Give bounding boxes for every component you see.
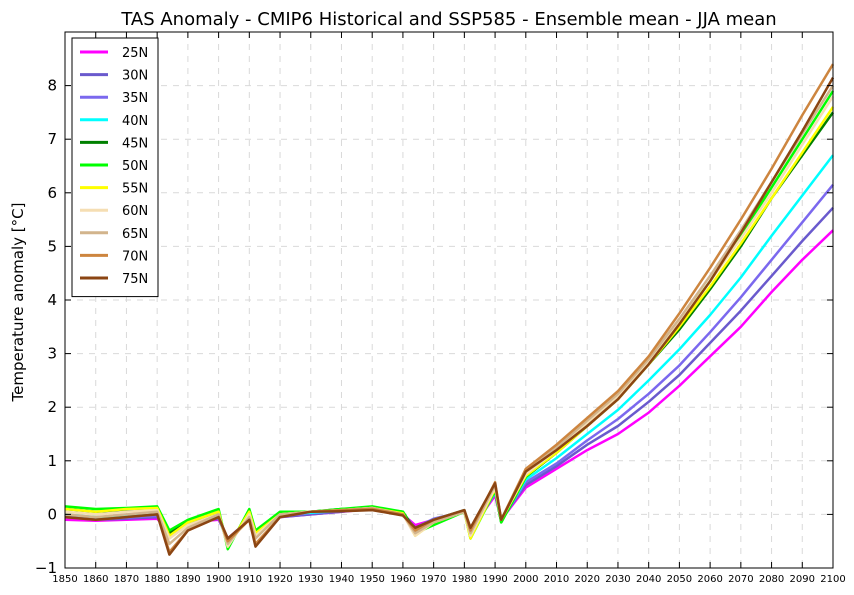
x-tick-label: 2080 <box>759 574 784 585</box>
y-tick-label: 4 <box>47 291 57 309</box>
x-tick-label: 2070 <box>728 574 753 585</box>
x-tick-label: 1950 <box>359 574 384 585</box>
legend: 25N 30N 35N 40N 45N 50N 55N 60N 65N 70N 75N <box>71 37 159 298</box>
x-tick-label: 1900 <box>206 574 231 585</box>
series-line-75N <box>64 76 835 556</box>
x-tick-label: 1990 <box>482 574 507 585</box>
x-tick-label: 1880 <box>144 574 169 585</box>
legend-label-35N: 35N <box>122 91 148 106</box>
y-tick-label: 1 <box>47 452 57 470</box>
y-tick-label: 8 <box>47 77 57 95</box>
legend-label-70N: 70N <box>122 249 148 264</box>
axis-ticks: −1 0 1 2 3 4 5 6 7 8 1850 1860 1870 1880 1890 1900 1910 1… <box>35 32 846 585</box>
x-tick-label: 2030 <box>605 574 630 585</box>
x-tick-label: 1960 <box>390 574 415 585</box>
y-tick-label: 2 <box>47 398 57 416</box>
legend-label-75N: 75N <box>122 272 148 287</box>
x-tick-label: 1860 <box>83 574 108 585</box>
series-lines <box>64 63 835 556</box>
x-tick-label: 2050 <box>667 574 692 585</box>
chart-title: TAS Anomaly - CMIP6 Historical and SSP58… <box>120 9 776 30</box>
legend-label-25N: 25N <box>122 46 148 61</box>
legend-label-30N: 30N <box>122 69 148 84</box>
legend-label-45N: 45N <box>122 136 148 151</box>
x-tick-label: 2040 <box>636 574 661 585</box>
x-tick-label: 1980 <box>452 574 477 585</box>
series-line-65N <box>64 84 835 546</box>
x-tick-label: 1930 <box>298 574 323 585</box>
y-tick-label: 3 <box>47 345 57 363</box>
y-tick-label: 0 <box>47 505 57 523</box>
x-tick-label: 1970 <box>421 574 446 585</box>
x-tick-label: 2090 <box>790 574 815 585</box>
legend-label-55N: 55N <box>122 182 148 197</box>
y-tick-label: 6 <box>47 184 57 202</box>
legend-box <box>71 37 159 298</box>
legend-label-50N: 50N <box>122 159 148 174</box>
legend-label-65N: 65N <box>122 227 148 242</box>
legend-label-60N: 60N <box>122 204 148 219</box>
x-tick-label: 1890 <box>175 574 200 585</box>
x-tick-label: 1870 <box>114 574 139 585</box>
y-tick-label: 7 <box>47 130 57 148</box>
x-tick-label: 2020 <box>575 574 600 585</box>
y-tick-label: −1 <box>35 559 57 577</box>
x-tick-label: 2060 <box>697 574 722 585</box>
x-tick-label: 1940 <box>329 574 354 585</box>
y-axis-label: Temperature anomaly [°C] <box>9 203 27 403</box>
x-tick-label: 1850 <box>52 574 77 585</box>
x-tick-label: 2000 <box>513 574 538 585</box>
legend-label-40N: 40N <box>122 114 148 129</box>
x-tick-label: 2100 <box>820 574 845 585</box>
x-tick-label: 1910 <box>237 574 262 585</box>
x-tick-label: 1920 <box>267 574 292 585</box>
y-tick-label: 5 <box>47 237 57 255</box>
x-tick-label: 2010 <box>544 574 569 585</box>
